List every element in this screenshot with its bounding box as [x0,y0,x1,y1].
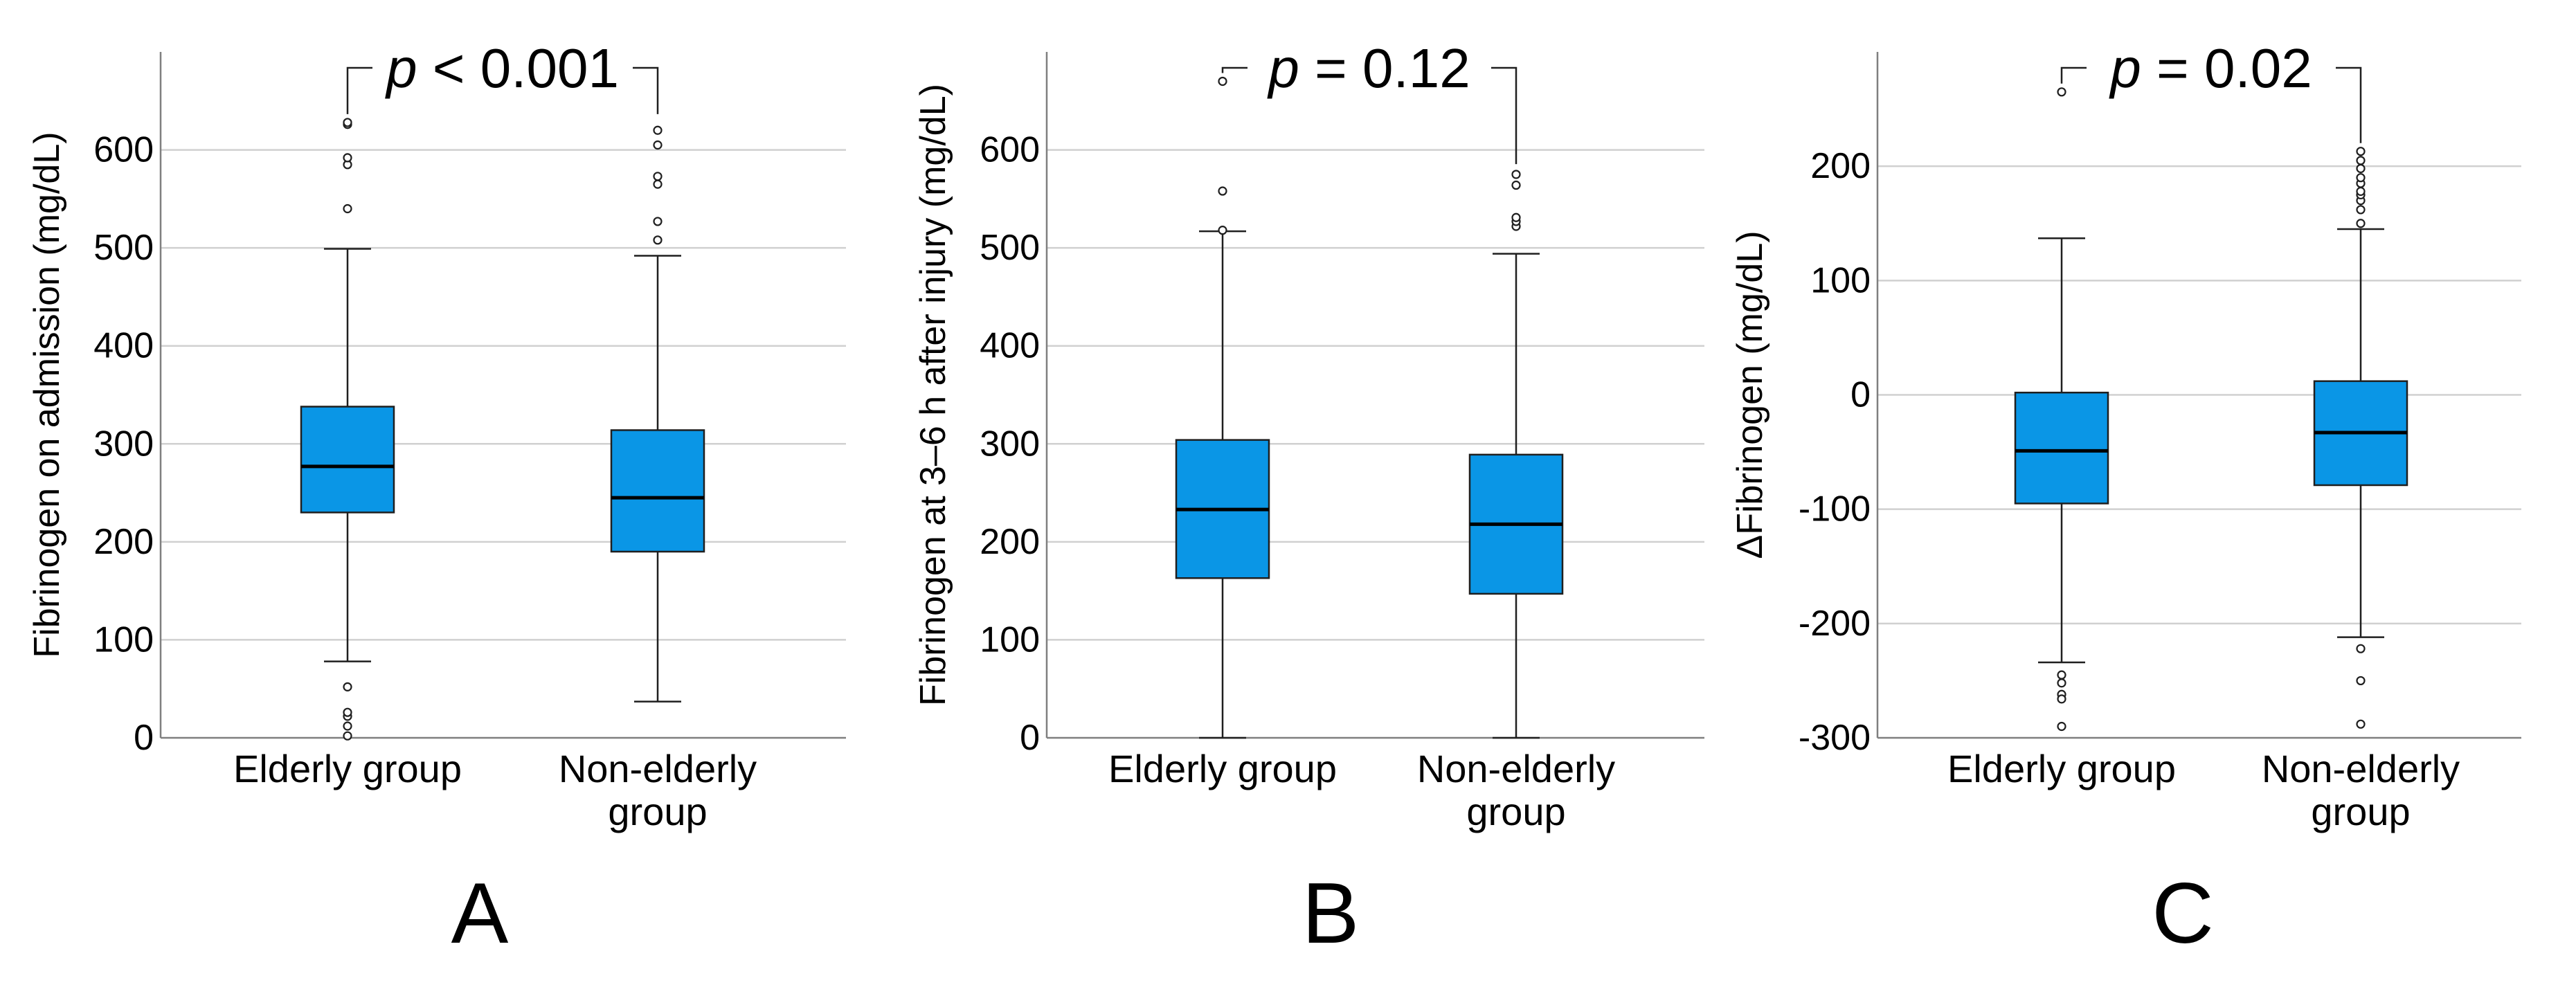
significance-annotation: p = 0.02 [2060,37,2362,143]
outlier-point [2356,156,2366,165]
outlier-point [2057,670,2066,680]
outlier-point [653,140,663,150]
x-category-label: Non-elderly group [2262,747,2460,833]
y-tick-label: 400 [93,326,154,366]
outlier-point [1218,226,1227,235]
outlier-point [2356,163,2366,174]
outlier-point [343,682,352,691]
p-value-label: p = 0.02 [2109,37,2312,99]
y-tick-label: 400 [980,326,1040,366]
panel-b: 0 100 200 300 400 500 600 Fibrinogen at 3–6 h a… [913,37,1704,961]
y-axis-title: ΔFibrinogen (mg/dL) [1730,230,1770,559]
y-tick-label: -200 [1799,604,1871,644]
outlier-point [343,153,352,163]
box-non-elderly [610,125,705,703]
y-tick-label: 200 [980,522,1040,562]
y-tick-label: 0 [1850,375,1871,415]
outlier-point [2057,87,2066,97]
y-tick-label: 200 [1810,146,1871,186]
y-tick-label: 300 [93,424,154,464]
outlier-point [343,203,352,214]
outlier-point [2057,721,2066,732]
y-tick-label: 500 [980,228,1040,268]
box-elderly [2014,87,2109,732]
panel-letter: A [451,866,509,961]
outlier-point [2356,205,2366,215]
outlier-point [2356,676,2366,686]
outlier-point [1218,186,1227,196]
bracket-right [2336,66,2362,143]
x-category-label: Non-elderly group [559,747,757,833]
y-axis-title: Fibrinogen on admission (mg/dL) [27,132,67,658]
box-non-elderly [1468,170,1564,739]
panel-letter: C [2152,866,2214,961]
y-tick-label: 100 [980,619,1040,660]
panel-a: 0 100 200 300 400 500 600 Fibrinogen on admissi… [27,37,846,961]
outlier-point [653,179,663,189]
bracket-left [1221,66,1248,73]
y-tick-label: 600 [980,130,1040,170]
outlier-point [2057,694,2066,704]
bracket-left [346,66,372,114]
outlier-point [2356,719,2366,729]
bracket-left [2060,66,2087,84]
bracket-right [633,66,659,114]
outlier-point [1511,212,1521,222]
outlier-point [343,721,352,731]
outlier-point [653,217,663,226]
outlier-point [2356,644,2366,653]
y-tick-label: 200 [93,522,154,562]
outlier-point [343,118,352,127]
p-value-label: p < 0.001 [385,37,619,99]
y-tick-label: 0 [1020,718,1040,758]
y-tick-label: 100 [93,619,154,660]
outlier-point [1218,76,1227,87]
box-non-elderly [2313,147,2408,729]
outlier-point [2356,147,2366,156]
box-elderly [1175,76,1270,739]
y-tick-label: -300 [1799,718,1871,758]
panel-c: -300 -200 -100 0 100 200 ΔFibrinogen (mg/dL) El… [1730,37,2521,961]
y-tick-label: 600 [93,130,154,170]
x-category-label: Elderly group [233,747,462,790]
iqr-box [2014,391,2109,505]
outlier-point [653,235,663,245]
outlier-point [2356,186,2366,197]
significance-annotation: p = 0.12 [1221,37,1517,165]
y-tick-label: 0 [134,718,154,758]
significance-annotation: p < 0.001 [346,37,659,114]
outlier-point [2057,678,2066,688]
y-tick-label: -100 [1799,489,1871,529]
p-value-label: p = 0.12 [1267,37,1470,99]
box-elderly [300,118,395,741]
outlier-point [653,125,663,135]
outlier-point [653,172,663,181]
x-category-label: Non-elderly group [1417,747,1615,833]
panel-letter: B [1302,866,1360,961]
outlier-point [343,707,352,717]
iqr-box [610,429,705,553]
x-category-label: Elderly group [1108,747,1337,790]
outlier-point [2356,219,2366,228]
x-category-label: Elderly group [1947,747,2176,790]
outlier-point [1511,170,1521,179]
iqr-box [300,406,395,514]
y-tick-label: 300 [980,424,1040,464]
y-axis-title: Fibrinogen at 3–6 h after injury (mg/dL) [913,84,953,706]
outlier-point [343,731,352,741]
y-tick-label: 500 [93,228,154,268]
outlier-point [2356,173,2366,183]
outlier-point [1511,180,1521,190]
bracket-right [1491,66,1517,165]
y-tick-label: 100 [1810,260,1871,300]
